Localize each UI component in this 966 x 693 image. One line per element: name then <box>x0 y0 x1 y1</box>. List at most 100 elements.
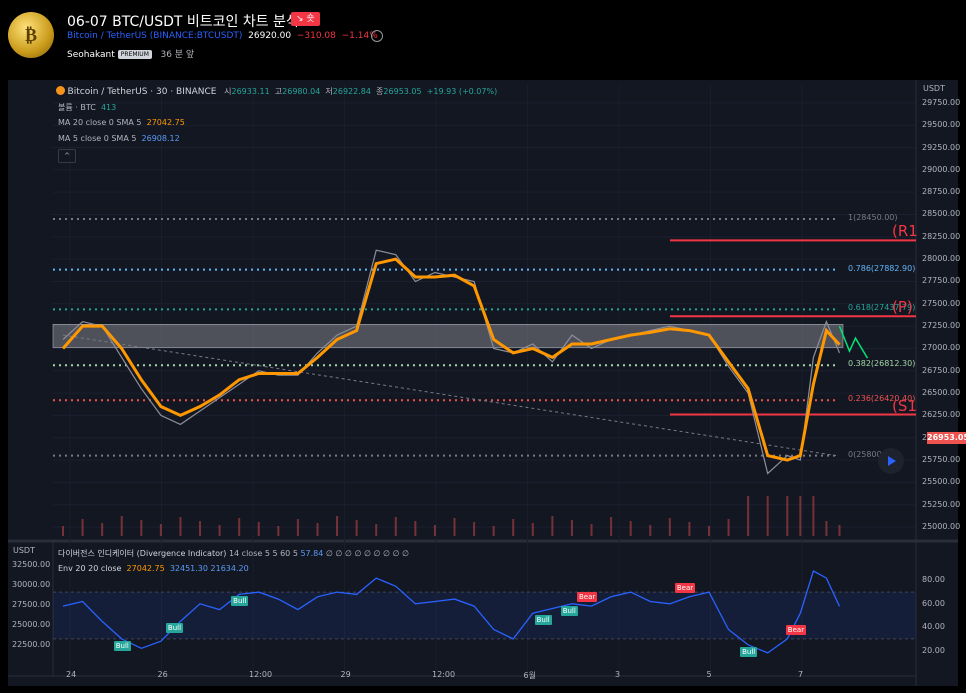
price-change: −310.08 <box>296 31 336 41</box>
collapse-legend-button[interactable]: ^ <box>58 149 76 163</box>
low-label: 저 <box>325 87 333 96</box>
volume-bar <box>277 526 280 536</box>
author-avatar[interactable]: ₿ <box>8 12 54 58</box>
high-label: 고 <box>274 87 283 96</box>
divergence-indicator-pane <box>53 570 916 654</box>
fib-level-label: 0(25800.00) <box>848 449 898 459</box>
indicator-name: 다이버전스 인디케이터 (Divergence Indicator) <box>58 549 227 558</box>
indicator-empty-values: ∅ ∅ ∅ ∅ ∅ ∅ ∅ ∅ ∅ <box>325 549 409 558</box>
play-icon <box>888 456 896 466</box>
time-tick-label: 7 <box>798 670 804 679</box>
volume-bar <box>551 516 554 536</box>
fib-level-label: 0.382(26812.30) <box>848 359 916 369</box>
price-tick-label: 29750.00 <box>922 97 961 107</box>
author-name[interactable]: Seohakant <box>67 50 115 60</box>
left-tick-label: 25000.00 <box>12 620 51 629</box>
volume-bar <box>81 519 84 536</box>
price-line <box>62 249 841 475</box>
volume-bar <box>238 518 241 536</box>
volume-bars <box>62 496 841 536</box>
fib-level-label: 1(28450.00) <box>848 212 898 222</box>
indicator-band <box>53 592 916 639</box>
volume-value: 413 <box>100 103 117 112</box>
legend-symbol[interactable]: Bitcoin / TetherUS · 30 · BINANCE <box>67 87 217 97</box>
volume-bar <box>610 517 613 536</box>
bitcoin-logo-icon: ₿ <box>24 25 37 46</box>
price-tick-label: 27250.00 <box>922 321 961 331</box>
price-tick-label: 28000.00 <box>922 254 961 264</box>
price-tick-label: 28250.00 <box>922 231 961 241</box>
play-replay-button[interactable] <box>878 448 904 474</box>
exchange-link[interactable]: (BINANCE:BTCUSDT) <box>149 31 243 41</box>
pivot-level-label: (S1 <box>892 396 917 415</box>
time-tick-label: 29 <box>340 670 351 679</box>
volume-bar <box>838 525 841 536</box>
volume-bar <box>799 496 802 536</box>
volume-bar <box>375 524 378 536</box>
chart-overlays <box>52 239 916 457</box>
price-tick-label: 29250.00 <box>922 142 961 152</box>
btc-symbol-icon <box>56 86 65 95</box>
volume-bar <box>707 526 710 536</box>
ma5-legend[interactable]: MA 5 close 0 SMA 5 26908.12 <box>58 134 180 143</box>
price-tick-label: 25250.00 <box>922 499 961 509</box>
open-value: 26933.11 <box>231 87 270 96</box>
price-axis-currency: USDT <box>923 84 945 93</box>
symbol-row: Bitcoin / TetherUS (BINANCE:BTCUSDT) 269… <box>67 31 378 41</box>
idea-title: 06-07 BTC/USDT 비트코인 차트 분석 <box>67 14 299 30</box>
indicator-params: 14 close 5 5 60 5 <box>228 549 298 558</box>
bear-signal: Bear <box>577 592 598 603</box>
time-tick-label: 3 <box>615 670 621 679</box>
envelope-legend[interactable]: Env 20 20 close 27042.75 32451.30 21634.… <box>58 564 249 573</box>
left-tick-label: 22500.00 <box>12 640 51 649</box>
price-tick-label: 25000.00 <box>922 522 961 532</box>
fib-level-label: 0.786(27882.90) <box>848 263 916 273</box>
price-tick-label: 26500.00 <box>922 388 961 398</box>
indicator-tick-label: 40.00 <box>922 622 945 632</box>
close-change: +19.93 (+0.07%) <box>426 87 498 96</box>
last-price-tag: 26953.05 <box>927 432 966 444</box>
envelope-lower: 21634.20 <box>210 564 249 573</box>
volume-bar <box>688 522 691 536</box>
pivot-level-label: (R1 <box>892 222 918 241</box>
volume-bar <box>140 520 143 536</box>
envelope-upper: 32451.30 <box>169 564 208 573</box>
volume-bar <box>492 526 495 536</box>
volume-label: 볼륨 · BTC <box>58 103 96 112</box>
indicator-value: 57.84 <box>300 549 324 558</box>
bull-signal: Bull <box>534 615 552 626</box>
fib-level-label: 0.618(27437.79) <box>848 303 916 313</box>
price-tick-label: 26250.00 <box>922 410 961 420</box>
volume-bar <box>570 520 573 536</box>
ma20-label: MA 20 close 0 SMA 5 <box>58 118 142 127</box>
indicator-tick-label: 80.00 <box>922 575 945 585</box>
volume-bar <box>668 518 671 536</box>
volume-bar <box>531 523 534 536</box>
chart-canvas[interactable] <box>8 80 958 686</box>
symbol-link[interactable]: Bitcoin / TetherUS <box>67 31 147 41</box>
left-axis-currency: USDT <box>13 546 35 555</box>
indicator-legend[interactable]: 다이버전스 인디케이터 (Divergence Indicator) 14 cl… <box>58 548 409 559</box>
descending-trendline <box>62 334 837 457</box>
bear-signal: Bear <box>674 582 696 593</box>
ma20-legend[interactable]: MA 20 close 0 SMA 5 27042.75 <box>58 118 185 127</box>
close-value: 26953.05 <box>383 87 422 96</box>
price-tick-label: 25500.00 <box>922 477 961 487</box>
short-trend-badge: ↘ 숏 <box>291 12 320 26</box>
volume-bar <box>336 516 339 536</box>
price-tick-label: 27500.00 <box>922 298 961 308</box>
bull-signal: Bull <box>740 646 758 657</box>
ma5-value: 26908.12 <box>141 134 180 143</box>
volume-bar <box>512 519 515 536</box>
volume-legend[interactable]: 볼륨 · BTC 413 <box>58 102 116 113</box>
volume-bar <box>649 525 652 536</box>
bull-signal: Bull <box>165 623 184 634</box>
fibonacci-levels <box>53 217 836 457</box>
price-change-percent: −1.14% <box>341 31 378 41</box>
alarm-clock-icon[interactable] <box>371 30 383 42</box>
volume-bar <box>179 517 182 536</box>
volume-bar <box>296 519 299 536</box>
volume-bar <box>433 525 436 536</box>
volume-bar <box>629 521 632 536</box>
chart-frame[interactable]: Bitcoin / TetherUS · 30 · BINANCE 시26933… <box>8 80 966 686</box>
